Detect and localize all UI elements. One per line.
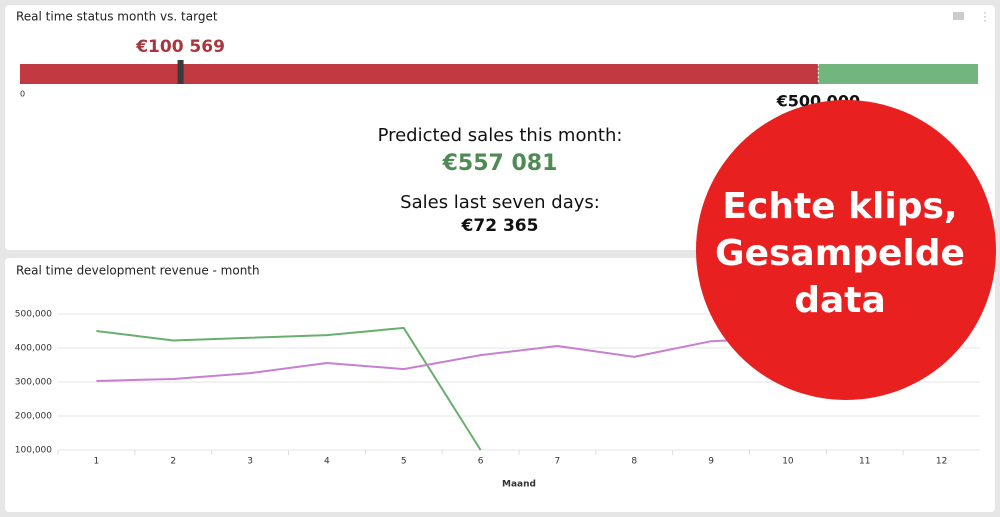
badge-text: Gesampelde: [715, 233, 965, 274]
panel-title: Real time status month vs. target: [16, 10, 218, 24]
predicted-label: Predicted sales this month:: [378, 125, 623, 146]
x-tick-label: 3: [247, 457, 253, 467]
value-marker: [177, 60, 184, 84]
y-tick-label: 300,000: [15, 378, 52, 388]
x-tick-label: 6: [478, 457, 484, 467]
x-tick-label: 1: [94, 457, 100, 467]
menu-icon[interactable]: ⋮: [979, 10, 991, 24]
x-tick-label: 7: [555, 457, 561, 467]
comment-icon[interactable]: [953, 12, 964, 20]
series-line: [96, 336, 788, 382]
series-line: [96, 326, 482, 451]
badge-text: Echte klips,: [722, 186, 957, 227]
x-tick-label: 0: [20, 90, 25, 99]
badge-text: data: [794, 280, 886, 321]
last-seven-value: €72 365: [461, 216, 539, 236]
x-tick-label: 11: [859, 457, 870, 467]
x-tick-label: 12: [936, 457, 947, 467]
x-tick-label: 10: [782, 457, 794, 467]
y-tick-label: 100,000: [15, 446, 52, 456]
x-tick-label: 9: [708, 457, 714, 467]
badge: [696, 100, 996, 400]
value-label: €100 569: [135, 37, 225, 57]
predicted-value: €557 081: [442, 151, 558, 176]
x-axis-label: Maand: [502, 480, 536, 490]
x-tick-label: 2: [170, 457, 176, 467]
x-tick-label: 8: [631, 457, 637, 467]
y-tick-label: 200,000: [15, 412, 52, 422]
y-tick-label: 400,000: [15, 344, 52, 354]
above-target-band: [818, 64, 978, 84]
x-tick-label: 5: [401, 457, 407, 467]
below-target-band: [20, 64, 819, 84]
x-tick-label: 4: [324, 457, 330, 467]
last-seven-label: Sales last seven days:: [400, 192, 600, 213]
panel-title: Real time development revenue - month: [16, 264, 260, 278]
y-tick-label: 500,000: [15, 310, 52, 320]
